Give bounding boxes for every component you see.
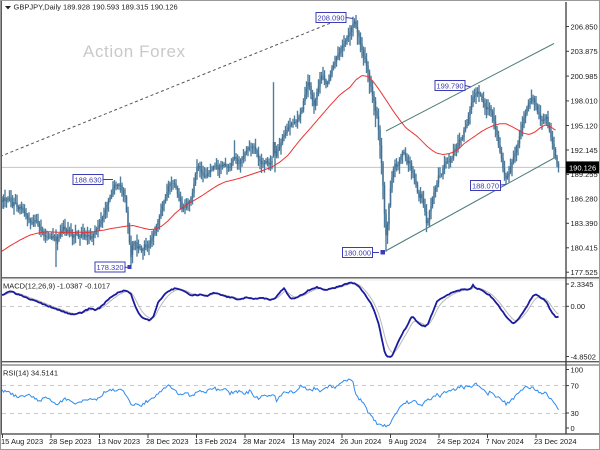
svg-text:28 Sep 2023: 28 Sep 2023 (49, 437, 92, 446)
svg-text:24 Sep 2024: 24 Sep 2024 (437, 437, 480, 446)
svg-text:23 Dec 2024: 23 Dec 2024 (534, 437, 577, 446)
svg-text:GBPJPY,Daily 189.928 190.593: GBPJPY,Daily 189.928 190.593 189.315 190… (14, 3, 178, 12)
svg-text:26 Jun 2024: 26 Jun 2024 (340, 437, 381, 446)
svg-text:7 Nov 2024: 7 Nov 2024 (486, 437, 524, 446)
svg-text:13 May 2024: 13 May 2024 (292, 437, 335, 446)
svg-text:200.985: 200.985 (571, 72, 598, 81)
svg-text:0.00: 0.00 (571, 302, 586, 311)
svg-text:28 Dec 2023: 28 Dec 2023 (146, 437, 189, 446)
svg-text:190.126: 190.126 (569, 163, 596, 172)
svg-text:208.090: 208.090 (317, 14, 344, 23)
svg-text:198.010: 198.010 (571, 97, 598, 106)
svg-text:13 Nov 2023: 13 Nov 2023 (98, 437, 141, 446)
svg-text:13 Feb 2024: 13 Feb 2024 (195, 437, 237, 446)
svg-text:188.070: 188.070 (472, 182, 499, 191)
svg-text:192.145: 192.145 (571, 146, 598, 155)
svg-text:195.120: 195.120 (571, 121, 598, 130)
svg-text:28 Mar 2024: 28 Mar 2024 (243, 437, 285, 446)
svg-text:0: 0 (571, 424, 575, 433)
svg-text:186.280: 186.280 (571, 195, 598, 204)
svg-text:183.390: 183.390 (571, 219, 598, 228)
svg-text:Action Forex: Action Forex (83, 42, 186, 61)
svg-text:9 Aug 2024: 9 Aug 2024 (389, 437, 427, 446)
svg-text:100: 100 (571, 365, 584, 374)
svg-text:-4.8502: -4.8502 (571, 352, 596, 361)
svg-text:199.790: 199.790 (436, 82, 463, 91)
svg-text:RSI(14) 34.5141: RSI(14) 34.5141 (3, 369, 58, 378)
svg-text:70: 70 (571, 381, 579, 390)
svg-text:177.525: 177.525 (571, 268, 598, 277)
svg-text:188.630: 188.630 (74, 176, 101, 185)
svg-text:30: 30 (571, 409, 579, 418)
svg-text:189.255: 189.255 (571, 170, 598, 179)
svg-text:2.3345: 2.3345 (571, 280, 594, 289)
svg-text:180.000: 180.000 (344, 249, 371, 258)
svg-text:206.850: 206.850 (571, 22, 598, 31)
svg-text:178.320: 178.320 (96, 263, 123, 272)
svg-text:15 Aug 2023: 15 Aug 2023 (1, 437, 43, 446)
svg-text:MACD(12,26,9) -1.0387 -0.1017: MACD(12,26,9) -1.0387 -0.1017 (3, 282, 110, 291)
svg-text:180.415: 180.415 (571, 244, 598, 253)
svg-text:203.875: 203.875 (571, 47, 598, 56)
